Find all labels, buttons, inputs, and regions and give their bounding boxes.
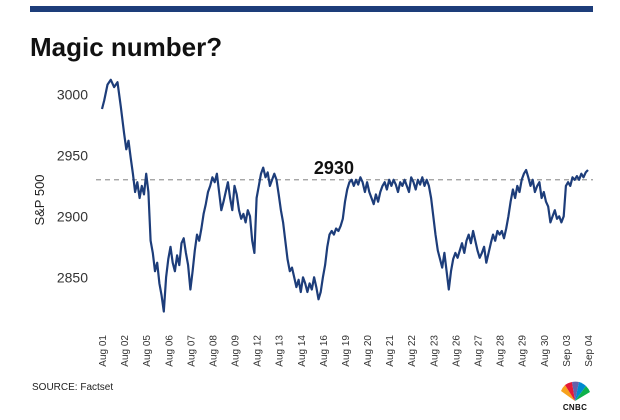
x-tick-label: Aug 19 — [341, 335, 352, 367]
x-tick-label: Aug 20 — [363, 335, 374, 367]
x-tick-label: Aug 30 — [540, 335, 551, 367]
x-tick-label: Aug 01 — [98, 335, 109, 367]
x-tick-label: Aug 09 — [231, 335, 242, 367]
x-tick-label: Aug 07 — [186, 335, 197, 367]
x-tick-label: Aug 26 — [451, 335, 462, 367]
x-tick-label: Aug 22 — [407, 335, 418, 367]
x-tick-label: Sep 04 — [584, 335, 595, 367]
x-tick-label: Aug 16 — [319, 335, 330, 367]
x-tick-label: Aug 14 — [297, 335, 308, 367]
x-tick-label: Aug 28 — [496, 335, 507, 367]
x-tick-label: Aug 21 — [385, 335, 396, 367]
x-tick-label: Aug 12 — [253, 335, 264, 367]
x-tick-label: Aug 08 — [208, 335, 219, 367]
source-note: SOURCE: Factset — [32, 382, 114, 393]
y-tick-label: 3000 — [57, 86, 88, 102]
top-accent-bar — [30, 6, 593, 12]
chart-title: Magic number? — [30, 32, 223, 62]
x-tick-label: Aug 06 — [164, 335, 175, 367]
y-tick-label: 2900 — [57, 208, 88, 224]
x-tick-label: Aug 02 — [120, 335, 131, 367]
series-line — [100, 78, 589, 313]
x-tick-label: Aug 29 — [518, 335, 529, 367]
x-tick-label: Aug 05 — [142, 335, 153, 367]
x-tick-label: Sep 03 — [562, 335, 573, 367]
y-axis-label: S&P 500 — [32, 174, 47, 225]
y-tick-label: 2850 — [57, 269, 88, 285]
reference-line-label: 2930 — [314, 158, 354, 178]
x-tick-label: Aug 13 — [275, 335, 286, 367]
peacock-icon — [561, 381, 590, 401]
logo-text: CNBC — [562, 403, 588, 412]
x-tick-label: Aug 27 — [474, 335, 485, 367]
y-tick-label: 2950 — [57, 147, 88, 163]
cnbc-logo: CNBC — [553, 377, 597, 417]
x-tick-label: Aug 23 — [429, 335, 440, 367]
